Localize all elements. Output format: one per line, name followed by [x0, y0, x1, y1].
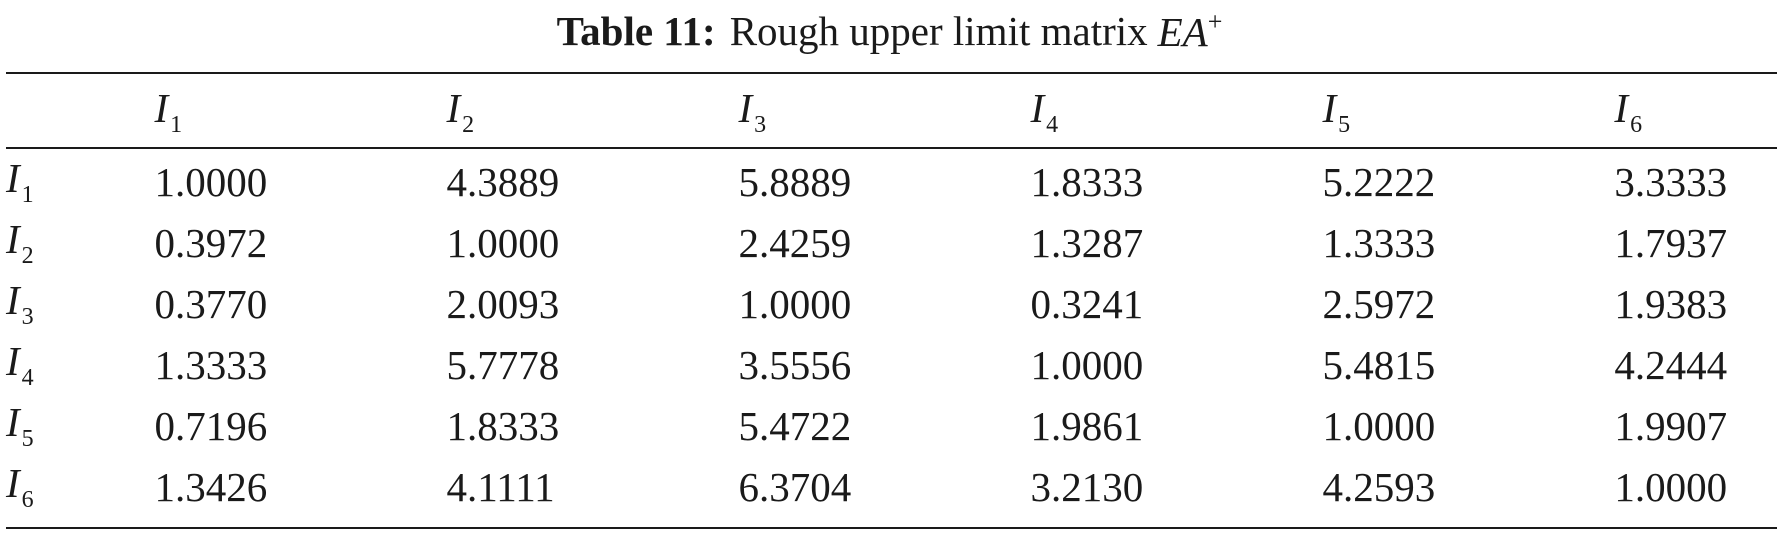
table-cell: 2.5972: [1322, 280, 1436, 327]
table-cell: 4.1111: [446, 463, 555, 510]
table-cell: 1.7937: [1614, 219, 1728, 266]
table-cell: 5.2222: [1322, 158, 1436, 205]
row-header: I3: [6, 277, 34, 330]
table-row: I2 0.3972 1.0000 2.4259 1.3287 1.3333 1.…: [6, 212, 1777, 273]
table-cell: 3.3333: [1614, 158, 1728, 205]
table-row: I5 0.7196 1.8333 5.4722 1.9861 1.0000 1.…: [6, 395, 1777, 456]
table-cell: 3.5556: [738, 341, 852, 388]
table-cell: 5.8889: [738, 158, 852, 205]
row-header: I1: [6, 155, 34, 208]
table-cell: 4.2593: [1322, 463, 1436, 510]
table-cell: 1.3287: [1030, 219, 1144, 266]
row-header: I5: [6, 399, 34, 452]
row-header: I4: [6, 338, 34, 391]
table-row: I1 1.0000 4.3889 5.8889 1.8333 5.2222 3.…: [6, 147, 1777, 212]
rough-upper-limit-matrix: I1 I2 I3 I4 I5 I6 I1 1.0000 4.3889 5.888…: [6, 75, 1777, 517]
row-header: I2: [6, 216, 34, 269]
table-cell: 1.3333: [1322, 219, 1436, 266]
table-cell: 1.0000: [1030, 341, 1144, 388]
table-cell: 6.3704: [738, 463, 852, 510]
table-cell: 0.7196: [154, 402, 268, 449]
table-cell: 1.9907: [1614, 402, 1728, 449]
table-cell: 1.0000: [1322, 402, 1436, 449]
table-cell: 2.4259: [738, 219, 852, 266]
caption-symbol-base: EA: [1157, 8, 1208, 55]
column-header: I6: [1614, 84, 1643, 138]
table-cell: 1.3426: [154, 463, 268, 510]
caption-label: Table 11:: [556, 8, 716, 54]
table-cell: 1.3333: [154, 341, 268, 388]
table-cell: 0.3770: [154, 280, 268, 327]
caption-text: Rough upper limit matrix: [729, 8, 1148, 54]
table-row: I6 1.3426 4.1111 6.3704 3.2130 4.2593 1.…: [6, 456, 1777, 517]
table-cell: 1.8333: [446, 402, 560, 449]
table-caption: Table 11: Rough upper limit matrix EA+: [0, 0, 1779, 62]
table-cell: 1.0000: [1614, 463, 1728, 510]
table-cell: 0.3241: [1030, 280, 1144, 327]
table-cell: 4.2444: [1614, 341, 1728, 388]
table-cell: 1.0000: [738, 280, 852, 327]
table-cell: 1.9861: [1030, 402, 1144, 449]
column-header: I3: [738, 84, 767, 138]
column-header: I1: [154, 84, 183, 138]
row-header: I6: [6, 460, 34, 513]
bottom-rule: [6, 527, 1777, 529]
header-rule: [6, 147, 1777, 149]
top-rule: [6, 72, 1777, 74]
table-cell: 4.3889: [446, 158, 560, 205]
table-cell: 1.0000: [446, 219, 560, 266]
table-cell: 1.9383: [1614, 280, 1728, 327]
column-header: I4: [1030, 84, 1059, 138]
column-header: I2: [446, 84, 475, 138]
table-cell: 1.0000: [154, 158, 268, 205]
table-cell: 1.8333: [1030, 158, 1144, 205]
column-header: I5: [1322, 84, 1351, 138]
corner-cell: [6, 75, 155, 147]
table-cell: 5.4722: [738, 402, 852, 449]
header-row: I1 I2 I3 I4 I5 I6: [6, 75, 1777, 147]
table-cell: 5.4815: [1322, 341, 1436, 388]
caption-symbol: EA+: [1158, 7, 1223, 56]
table-cell: 0.3972: [154, 219, 268, 266]
table-cell: 2.0093: [446, 280, 560, 327]
table-cell: 3.2130: [1030, 463, 1144, 510]
table-row: I3 0.3770 2.0093 1.0000 0.3241 2.5972 1.…: [6, 273, 1777, 334]
table-row: I4 1.3333 5.7778 3.5556 1.0000 5.4815 4.…: [6, 334, 1777, 395]
table-cell: 5.7778: [446, 341, 560, 388]
caption-symbol-superscript: +: [1207, 6, 1223, 36]
